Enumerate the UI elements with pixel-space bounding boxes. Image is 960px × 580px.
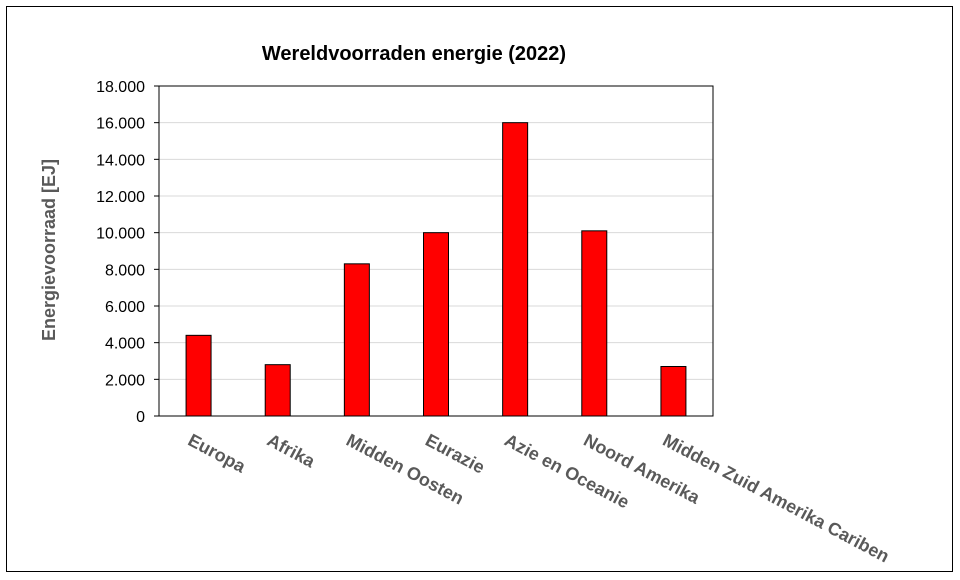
y-tick-label: 4.000	[105, 336, 145, 353]
bar	[423, 232, 449, 417]
y-tick-label: 18.000	[96, 79, 145, 96]
y-tick-label: 6.000	[105, 299, 145, 316]
chart-title: Wereldvoorraden energie (2022)	[262, 43, 566, 65]
y-tick-label: 0	[136, 409, 145, 426]
y-tick-label: 8.000	[105, 262, 145, 279]
bars	[185, 122, 687, 417]
bar	[660, 366, 687, 417]
x-tick-label: Eurazie	[422, 430, 488, 478]
chart-frame	[6, 6, 953, 572]
y-tick-label: 12.000	[96, 189, 145, 206]
bar	[185, 334, 212, 417]
bar	[343, 263, 370, 417]
y-axis-ticks: 0 2.000 4.000 6.000 8.000 10.000 12.000 14.000 1…	[96, 79, 159, 426]
y-tick-label: 2.000	[105, 372, 145, 389]
bar	[502, 122, 529, 417]
plot-area	[158, 85, 714, 417]
y-tick-label: 14.000	[96, 152, 145, 169]
bar	[264, 364, 291, 417]
y-axis-label: Energievoorraad [EJ]	[39, 159, 59, 341]
bar	[581, 230, 608, 417]
y-tick-label: 16.000	[96, 116, 145, 133]
x-tick-label: Europa	[185, 430, 250, 477]
x-tick-label: Afrika	[264, 430, 319, 472]
y-tick-label: 10.000	[96, 226, 145, 243]
